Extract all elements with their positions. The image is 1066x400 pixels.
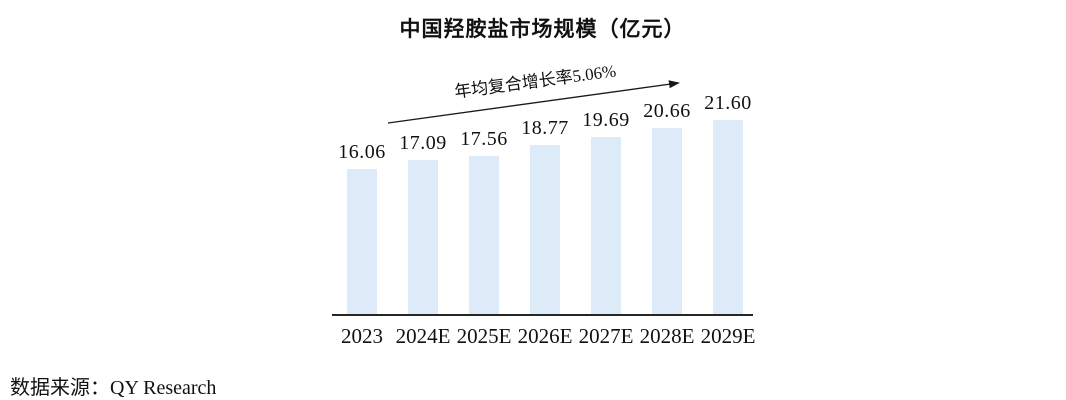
bar (591, 137, 621, 314)
bar-value-label: 21.60 (704, 92, 752, 114)
bar-value-label: 19.69 (582, 109, 630, 131)
bar-value-label: 18.77 (521, 117, 569, 139)
bar (652, 128, 682, 314)
x-axis-tick-label: 2028E (639, 324, 695, 348)
cagr-arrow-icon (387, 80, 680, 124)
bar (713, 120, 743, 314)
bar (347, 169, 377, 314)
x-axis-tick-label: 2025E (456, 324, 512, 348)
source-note: 数据来源：QY Research (10, 377, 217, 399)
bar (530, 145, 560, 314)
bar (469, 156, 499, 314)
bar-value-label: 16.06 (338, 141, 386, 163)
bar-value-label: 20.66 (643, 100, 691, 122)
bar (408, 160, 438, 314)
chart-title: 中国羟胺盐市场规模（亿元） (399, 17, 686, 41)
x-axis-tick-label: 2026E (517, 324, 573, 348)
x-axis-line (332, 314, 753, 316)
x-axis-tick-label: 2024E (395, 324, 451, 348)
x-axis-tick-label: 2023 (341, 324, 383, 348)
x-axis-tick-label: 2027E (578, 324, 634, 348)
x-axis-tick-label: 2029E (700, 324, 756, 348)
bar-value-label: 17.09 (399, 132, 447, 154)
bar-value-label: 17.56 (460, 128, 508, 150)
